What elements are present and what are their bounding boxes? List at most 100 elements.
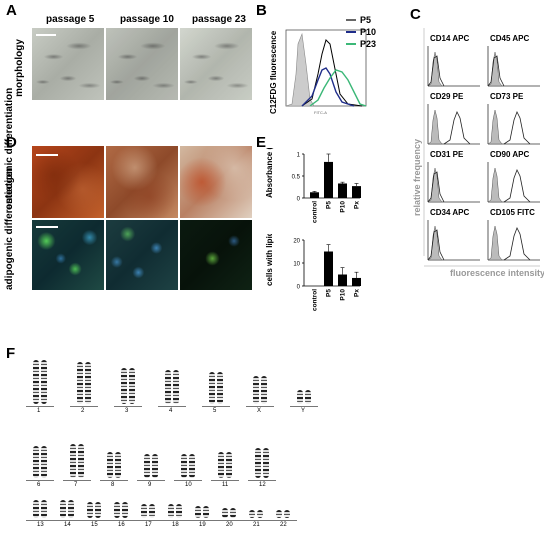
bar-px bbox=[352, 277, 361, 286]
marker-peak bbox=[487, 55, 505, 87]
category-label: Px bbox=[354, 201, 361, 209]
c-y-axis-label: relative frequency bbox=[412, 139, 422, 216]
x-tick-label: FITC-A bbox=[314, 110, 327, 115]
chromosome-number: 15 bbox=[91, 522, 98, 528]
karyotype-line bbox=[63, 480, 91, 481]
chromosome bbox=[33, 500, 39, 518]
morphology-image-p23 bbox=[180, 28, 252, 100]
adipogenic-label: adipogenic differentiation bbox=[4, 167, 15, 290]
karyotype-line bbox=[174, 480, 202, 481]
chromosome bbox=[165, 370, 171, 404]
panel-label-e: E bbox=[256, 134, 267, 151]
chromosome bbox=[189, 454, 195, 478]
chromosome bbox=[144, 454, 150, 478]
chromosome bbox=[41, 500, 47, 518]
panel-label-c: C bbox=[410, 6, 421, 23]
y-tick-label: 1 bbox=[297, 153, 301, 159]
chromosome bbox=[222, 508, 228, 518]
chromosome-number: 7 bbox=[74, 482, 78, 488]
panel-label-d: D bbox=[6, 134, 17, 151]
y-tick-label: 20 bbox=[293, 239, 300, 245]
chromosome-number: 22 bbox=[280, 522, 287, 528]
chromosome bbox=[78, 444, 84, 478]
flow-histogram-cd31-pe: CD31 PE bbox=[426, 148, 482, 204]
chromosome-number: 14 bbox=[64, 522, 71, 528]
karyotype-line bbox=[26, 480, 54, 481]
isotype-control-peak bbox=[427, 109, 443, 145]
category-label: Px bbox=[354, 289, 361, 297]
histogram-svg bbox=[427, 46, 480, 87]
marker-peak bbox=[503, 111, 531, 145]
marker-peak bbox=[503, 169, 531, 203]
chromosome bbox=[305, 390, 311, 404]
bar-chart-absorbance: Absorbance (405nm) 0 0.5 1 control P5 P10 Px bbox=[262, 119, 372, 232]
adipo-image-1 bbox=[32, 220, 104, 290]
karyotype-line bbox=[100, 480, 128, 481]
legend-label-p23: P23 bbox=[360, 39, 376, 49]
karyotype-line bbox=[53, 520, 81, 521]
chromosome bbox=[297, 390, 303, 404]
marker-peak bbox=[443, 111, 471, 145]
plot-frame bbox=[285, 29, 367, 107]
karyotype-line bbox=[114, 406, 142, 407]
chromosome bbox=[257, 510, 263, 518]
y-axis-label: Absorbance (405nm) bbox=[265, 148, 274, 198]
histogram-svg bbox=[487, 104, 540, 145]
row-label-adipogenic: adipogenic differentiation bbox=[4, 168, 15, 290]
bar-p5 bbox=[324, 251, 333, 286]
category-label: P10 bbox=[340, 289, 347, 301]
karyotype-line bbox=[188, 520, 216, 521]
morphology-image-p5 bbox=[32, 28, 104, 100]
chromosome-number: 12 bbox=[259, 482, 266, 488]
p10-curve bbox=[301, 67, 355, 107]
category-label: P5 bbox=[326, 201, 333, 209]
chromosome bbox=[253, 376, 259, 404]
chromosome bbox=[181, 454, 187, 478]
column-label-passage-23: passage 23 bbox=[192, 14, 246, 25]
histogram-svg bbox=[427, 104, 480, 145]
row-label-morphology: morphology bbox=[14, 39, 25, 97]
chromosome bbox=[41, 446, 47, 478]
karyotype-line bbox=[80, 520, 108, 521]
panel-b-histogram: C12FDG fluorescence FITC-A P5 P10 P23 bbox=[262, 14, 390, 122]
marker-peak bbox=[427, 171, 445, 203]
karyotype-line bbox=[242, 520, 270, 521]
marker-label: CD45 APC bbox=[490, 34, 530, 43]
legend-label-p10: P10 bbox=[360, 27, 376, 37]
chromosome bbox=[107, 452, 113, 478]
flow-histogram-cd29-pe: CD29 PE bbox=[426, 90, 482, 146]
flow-cytometry-grid: relative frequency fluorescence intensit… bbox=[412, 28, 544, 278]
chromosome bbox=[122, 502, 128, 518]
chromosome-number: 6 bbox=[37, 482, 41, 488]
karyotype-line bbox=[26, 406, 54, 407]
karyotype-line bbox=[158, 406, 186, 407]
category-label: P10 bbox=[340, 201, 347, 213]
chromosome bbox=[149, 504, 155, 518]
chromosome bbox=[114, 502, 120, 518]
marker-label: CD31 PE bbox=[430, 150, 464, 159]
marker-label: CD29 PE bbox=[430, 92, 464, 101]
chromosome bbox=[261, 376, 267, 404]
chromosome bbox=[33, 360, 39, 404]
osteo-image-2 bbox=[106, 146, 178, 218]
chromosome-number: 1 bbox=[37, 408, 41, 414]
chromosome-number: X bbox=[257, 408, 262, 414]
panel-label-f: F bbox=[6, 345, 16, 362]
marker-label: CD73 PE bbox=[490, 92, 524, 101]
panel-label-a: A bbox=[6, 2, 17, 19]
marker-label: CD14 APC bbox=[430, 34, 470, 43]
flow-histogram-cd105-fitc: CD105 FITC bbox=[486, 206, 542, 262]
panel-c-flow: relative frequency fluorescence intensit… bbox=[406, 20, 544, 280]
isotype-control-peak bbox=[487, 225, 503, 261]
marker-label: CD105 FITC bbox=[490, 208, 535, 217]
chromosome bbox=[230, 508, 236, 518]
chromosome-number: 13 bbox=[37, 522, 44, 528]
y-axis-label: cells with lipid vacuoles (%) bbox=[265, 234, 274, 286]
chromosome-number: 20 bbox=[226, 522, 233, 528]
chromosome bbox=[121, 368, 127, 404]
marker-peak bbox=[427, 229, 445, 261]
marker-peak bbox=[503, 227, 531, 261]
bar-control bbox=[310, 192, 319, 198]
isotype-control-peak bbox=[487, 109, 503, 145]
y-tick-label: 10 bbox=[293, 262, 300, 268]
